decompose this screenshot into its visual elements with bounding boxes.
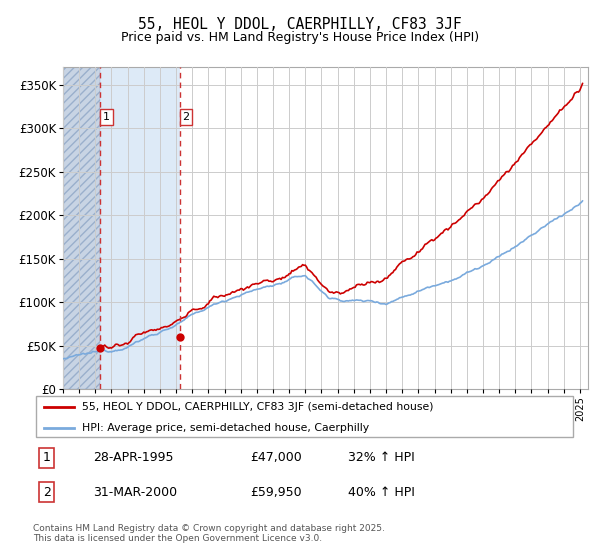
Text: £59,950: £59,950 [250,486,302,499]
Text: 55, HEOL Y DDOL, CAERPHILLY, CF83 3JF (semi-detached house): 55, HEOL Y DDOL, CAERPHILLY, CF83 3JF (s… [82,402,433,412]
Text: 32% ↑ HPI: 32% ↑ HPI [348,451,415,464]
Text: Price paid vs. HM Land Registry's House Price Index (HPI): Price paid vs. HM Land Registry's House … [121,31,479,44]
Text: 28-APR-1995: 28-APR-1995 [93,451,173,464]
Text: 1: 1 [103,112,110,122]
Bar [63,67,100,389]
FancyBboxPatch shape [36,396,573,437]
Text: 31-MAR-2000: 31-MAR-2000 [93,486,177,499]
Text: 40% ↑ HPI: 40% ↑ HPI [348,486,415,499]
Text: 2: 2 [182,112,190,122]
Bar [100,67,180,389]
Text: £47,000: £47,000 [250,451,302,464]
Bar [63,67,100,389]
Text: HPI: Average price, semi-detached house, Caerphilly: HPI: Average price, semi-detached house,… [82,423,369,433]
Text: 2: 2 [43,486,50,499]
Text: 55, HEOL Y DDOL, CAERPHILLY, CF83 3JF: 55, HEOL Y DDOL, CAERPHILLY, CF83 3JF [138,17,462,32]
Text: 1: 1 [43,451,50,464]
Text: Contains HM Land Registry data © Crown copyright and database right 2025.
This d: Contains HM Land Registry data © Crown c… [33,524,385,543]
